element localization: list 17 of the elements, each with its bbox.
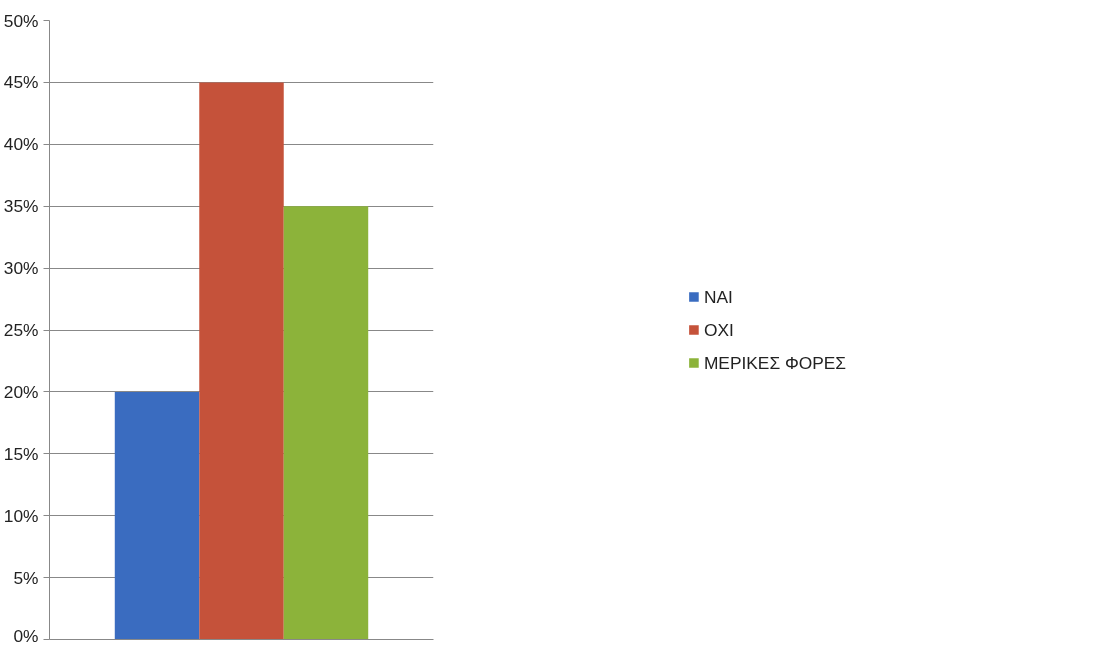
legend-label: ΝΑΙ — [703, 286, 733, 307]
bar — [283, 206, 369, 640]
y-tick-label: 5% — [13, 567, 39, 588]
legend-label: ΟΧΙ — [703, 319, 734, 340]
legend-label: ΜΕΡΙΚΕΣ ΦΟΡΕΣ — [703, 352, 847, 373]
y-tick-label: 20% — [3, 381, 39, 402]
bar — [199, 82, 284, 640]
y-tick-label: 30% — [3, 258, 39, 279]
y-tick-label: 50% — [3, 10, 39, 31]
y-tick-label: 45% — [3, 72, 39, 93]
y-tick-label: 15% — [3, 443, 39, 464]
bar — [114, 391, 200, 640]
y-tick-label: 25% — [3, 320, 39, 340]
y-tick-label: 10% — [3, 505, 39, 526]
y-tick-label: 0% — [13, 625, 39, 646]
y-tick-label: 35% — [3, 196, 39, 217]
y-tick-label: 40% — [3, 134, 39, 155]
